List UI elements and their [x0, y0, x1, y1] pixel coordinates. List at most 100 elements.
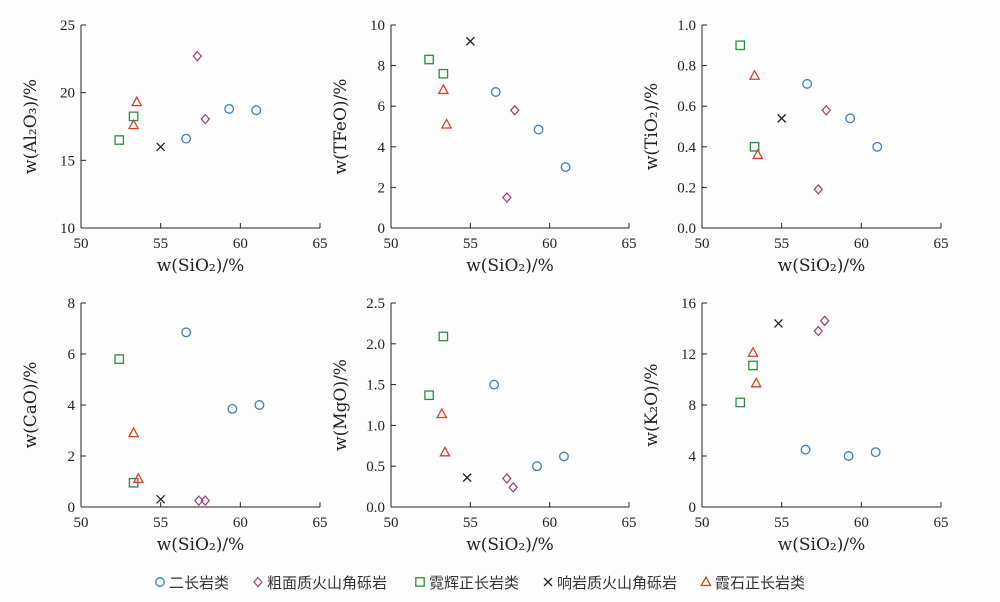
y-tick-label: 0.6	[677, 99, 696, 115]
y-axis-label: w(TFeO)/%	[331, 79, 351, 175]
data-point-square	[735, 397, 746, 408]
data-point-circle	[802, 78, 813, 89]
data-point-x	[156, 494, 166, 504]
y-tick-label: 25	[60, 18, 75, 34]
data-point-triangle	[127, 118, 140, 130]
x-tick-label: 50	[384, 236, 399, 252]
data-point-x	[774, 318, 783, 328]
data-point-circle	[533, 124, 544, 135]
x-tick-label: 50	[384, 515, 399, 531]
y-axis-label: w(MgO)/%	[331, 359, 351, 451]
data-point-square	[748, 360, 758, 371]
data-point-square	[424, 390, 434, 401]
y-tick-label: 0.5	[366, 459, 385, 475]
x-tick-label: 60	[233, 515, 248, 531]
data-point-square	[438, 331, 449, 342]
x-tick-label: 55	[774, 236, 789, 252]
data-point-x	[777, 113, 787, 123]
legend-item: 霞石正长岩类	[700, 574, 805, 592]
y-tick-label: 0.2	[677, 180, 696, 196]
data-point-circle	[490, 87, 501, 97]
data-point-triangle	[747, 346, 759, 357]
data-point-diamond	[813, 325, 824, 337]
scatter-panel: 50 55 60 65 0 2 4 6 8 10 w(SiO₂)/% w(TFeO)/%	[331, 18, 637, 276]
data-point-square	[438, 68, 449, 79]
legend-item: 二长岩类	[155, 574, 229, 592]
scatter-panel: 50 55 60 65 0 4 8 12 16 w(SiO₂)/% w(K₂O)/%	[642, 296, 949, 555]
data-point-diamond	[192, 50, 203, 62]
y-tick-label: 0.0	[366, 500, 385, 516]
y-tick-label: 0.4	[677, 140, 696, 156]
data-point-diamond	[501, 472, 512, 484]
x-axis-label: w(SiO₂)/%	[778, 256, 866, 276]
data-point-triangle	[750, 376, 762, 388]
y-tick-label: 4	[68, 398, 76, 414]
y-tick-label: 4	[689, 449, 697, 465]
legend-item: 霓辉正长岩类	[415, 574, 519, 592]
diamond-legend-icon	[253, 576, 263, 588]
x-tick-label: 55	[463, 236, 478, 252]
scatter-panel: 50 55 60 65 0.0 0.2 0.4 0.6 0.8 1.0 w(SiO₂)/% w(TiO…	[642, 18, 949, 276]
y-tick-label: 1.5	[366, 378, 385, 394]
legend: 二长岩类 粗面质火山角砾岩 霓辉正长岩类 响岩质火山角砾岩 霞石正长岩类	[155, 574, 805, 592]
x-axis-label: w(SiO₂)/%	[157, 256, 245, 276]
data-point-diamond	[821, 104, 832, 116]
y-tick-label: 2	[378, 180, 386, 196]
y-tick-label: 4	[378, 140, 386, 156]
data-point-square	[749, 141, 760, 152]
y-axis-label: w(TiO₂)/%	[642, 83, 662, 170]
data-point-circle	[251, 105, 262, 116]
data-point-triangle	[752, 148, 764, 160]
scatter-panel: 50 55 60 65 10 15 20 25 w(SiO₂)/% w(Al₂O₃)/%	[21, 18, 328, 276]
x-tick-label: 60	[233, 236, 248, 252]
y-tick-label: 8	[689, 398, 697, 414]
x-tick-label: 55	[153, 236, 168, 252]
y-tick-label: 20	[60, 86, 75, 102]
square-legend-icon	[415, 577, 425, 587]
x-tick-label: 50	[695, 515, 710, 531]
data-point-triangle	[440, 118, 453, 129]
y-tick-label: 2.5	[366, 296, 385, 312]
x-tick-label: 55	[153, 515, 168, 531]
data-point-x	[462, 473, 472, 483]
data-point-diamond	[509, 104, 520, 116]
x-tick-label: 65	[934, 236, 949, 252]
x-tick-label: 65	[313, 236, 328, 252]
y-tick-label: 6	[68, 347, 76, 363]
y-tick-label: 1.0	[677, 18, 696, 34]
x-tick-label: 60	[854, 515, 869, 531]
data-point-diamond	[508, 481, 519, 493]
data-point-triangle	[132, 472, 145, 484]
y-tick-label: 0.8	[677, 59, 696, 75]
x-axis-label: w(SiO₂)/%	[157, 535, 245, 555]
data-point-triangle	[131, 95, 143, 107]
data-point-circle	[845, 113, 856, 124]
legend-item: 响岩质火山角砾岩	[543, 574, 677, 592]
data-point-triangle	[748, 69, 761, 80]
x-tick-label: 65	[622, 236, 637, 252]
y-tick-label: 10	[60, 221, 75, 237]
x-axis-label: w(SiO₂)/%	[466, 535, 554, 555]
data-point-circle	[181, 327, 192, 338]
data-point-triangle	[436, 407, 448, 419]
data-point-circle	[224, 103, 235, 114]
data-point-circle	[181, 133, 192, 144]
x-tick-label: 50	[74, 515, 89, 531]
y-tick-label: 0	[689, 500, 697, 516]
circle-legend-icon	[155, 577, 165, 587]
y-tick-label: 2	[68, 449, 76, 465]
data-point-triangle	[437, 83, 450, 95]
x-tick-label: 60	[542, 236, 557, 252]
y-axis-label: w(Al₂O₃)/%	[21, 79, 41, 174]
data-point-circle	[489, 379, 500, 390]
y-tick-label: 16	[681, 296, 697, 312]
y-tick-label: 0	[68, 500, 76, 516]
legend-label: 粗面质火山角砾岩	[267, 574, 387, 592]
y-tick-label: 15	[60, 153, 75, 169]
x-tick-label: 50	[695, 236, 710, 252]
y-tick-label: 10	[370, 18, 385, 34]
data-point-triangle	[127, 426, 140, 438]
data-point-x	[156, 142, 166, 152]
x-axis-label: w(SiO₂)/%	[466, 256, 554, 276]
legend-label: 霓辉正长岩类	[429, 574, 519, 592]
